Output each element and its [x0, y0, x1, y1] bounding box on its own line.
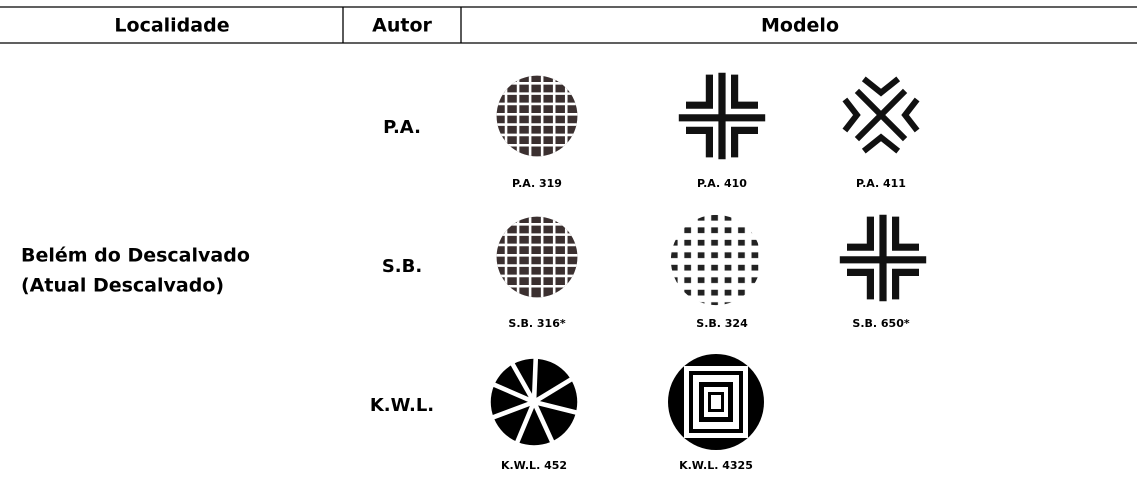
model-caption: K.W.L. 4325 — [679, 459, 753, 472]
model-caption: S.B. 316* — [508, 317, 565, 330]
model-icon — [668, 354, 764, 450]
author: P.A. — [383, 117, 421, 138]
model-icon — [490, 356, 578, 446]
model-icon — [494, 73, 580, 159]
author: K.W.L. — [370, 395, 434, 416]
model-caption: S.B. 650* — [852, 317, 909, 330]
model-caption: S.B. 324 — [696, 317, 748, 330]
header-cell: Modelo — [761, 15, 839, 37]
locality: Belém do Descalvado — [21, 245, 250, 267]
header-cell: Localidade — [114, 15, 229, 37]
header-cell: Autor — [372, 15, 432, 37]
model-icon — [668, 212, 764, 308]
model-caption: P.A. 319 — [512, 177, 562, 190]
model-icon — [679, 73, 765, 159]
author: S.B. — [382, 256, 422, 277]
model-caption: K.W.L. 452 — [501, 459, 567, 472]
model-icon — [494, 214, 580, 300]
locality: (Atual Descalvado) — [21, 275, 224, 297]
model-icon — [845, 79, 917, 151]
model-caption: P.A. 411 — [856, 177, 906, 190]
model-caption: P.A. 410 — [697, 177, 747, 190]
model-icon — [840, 215, 926, 301]
